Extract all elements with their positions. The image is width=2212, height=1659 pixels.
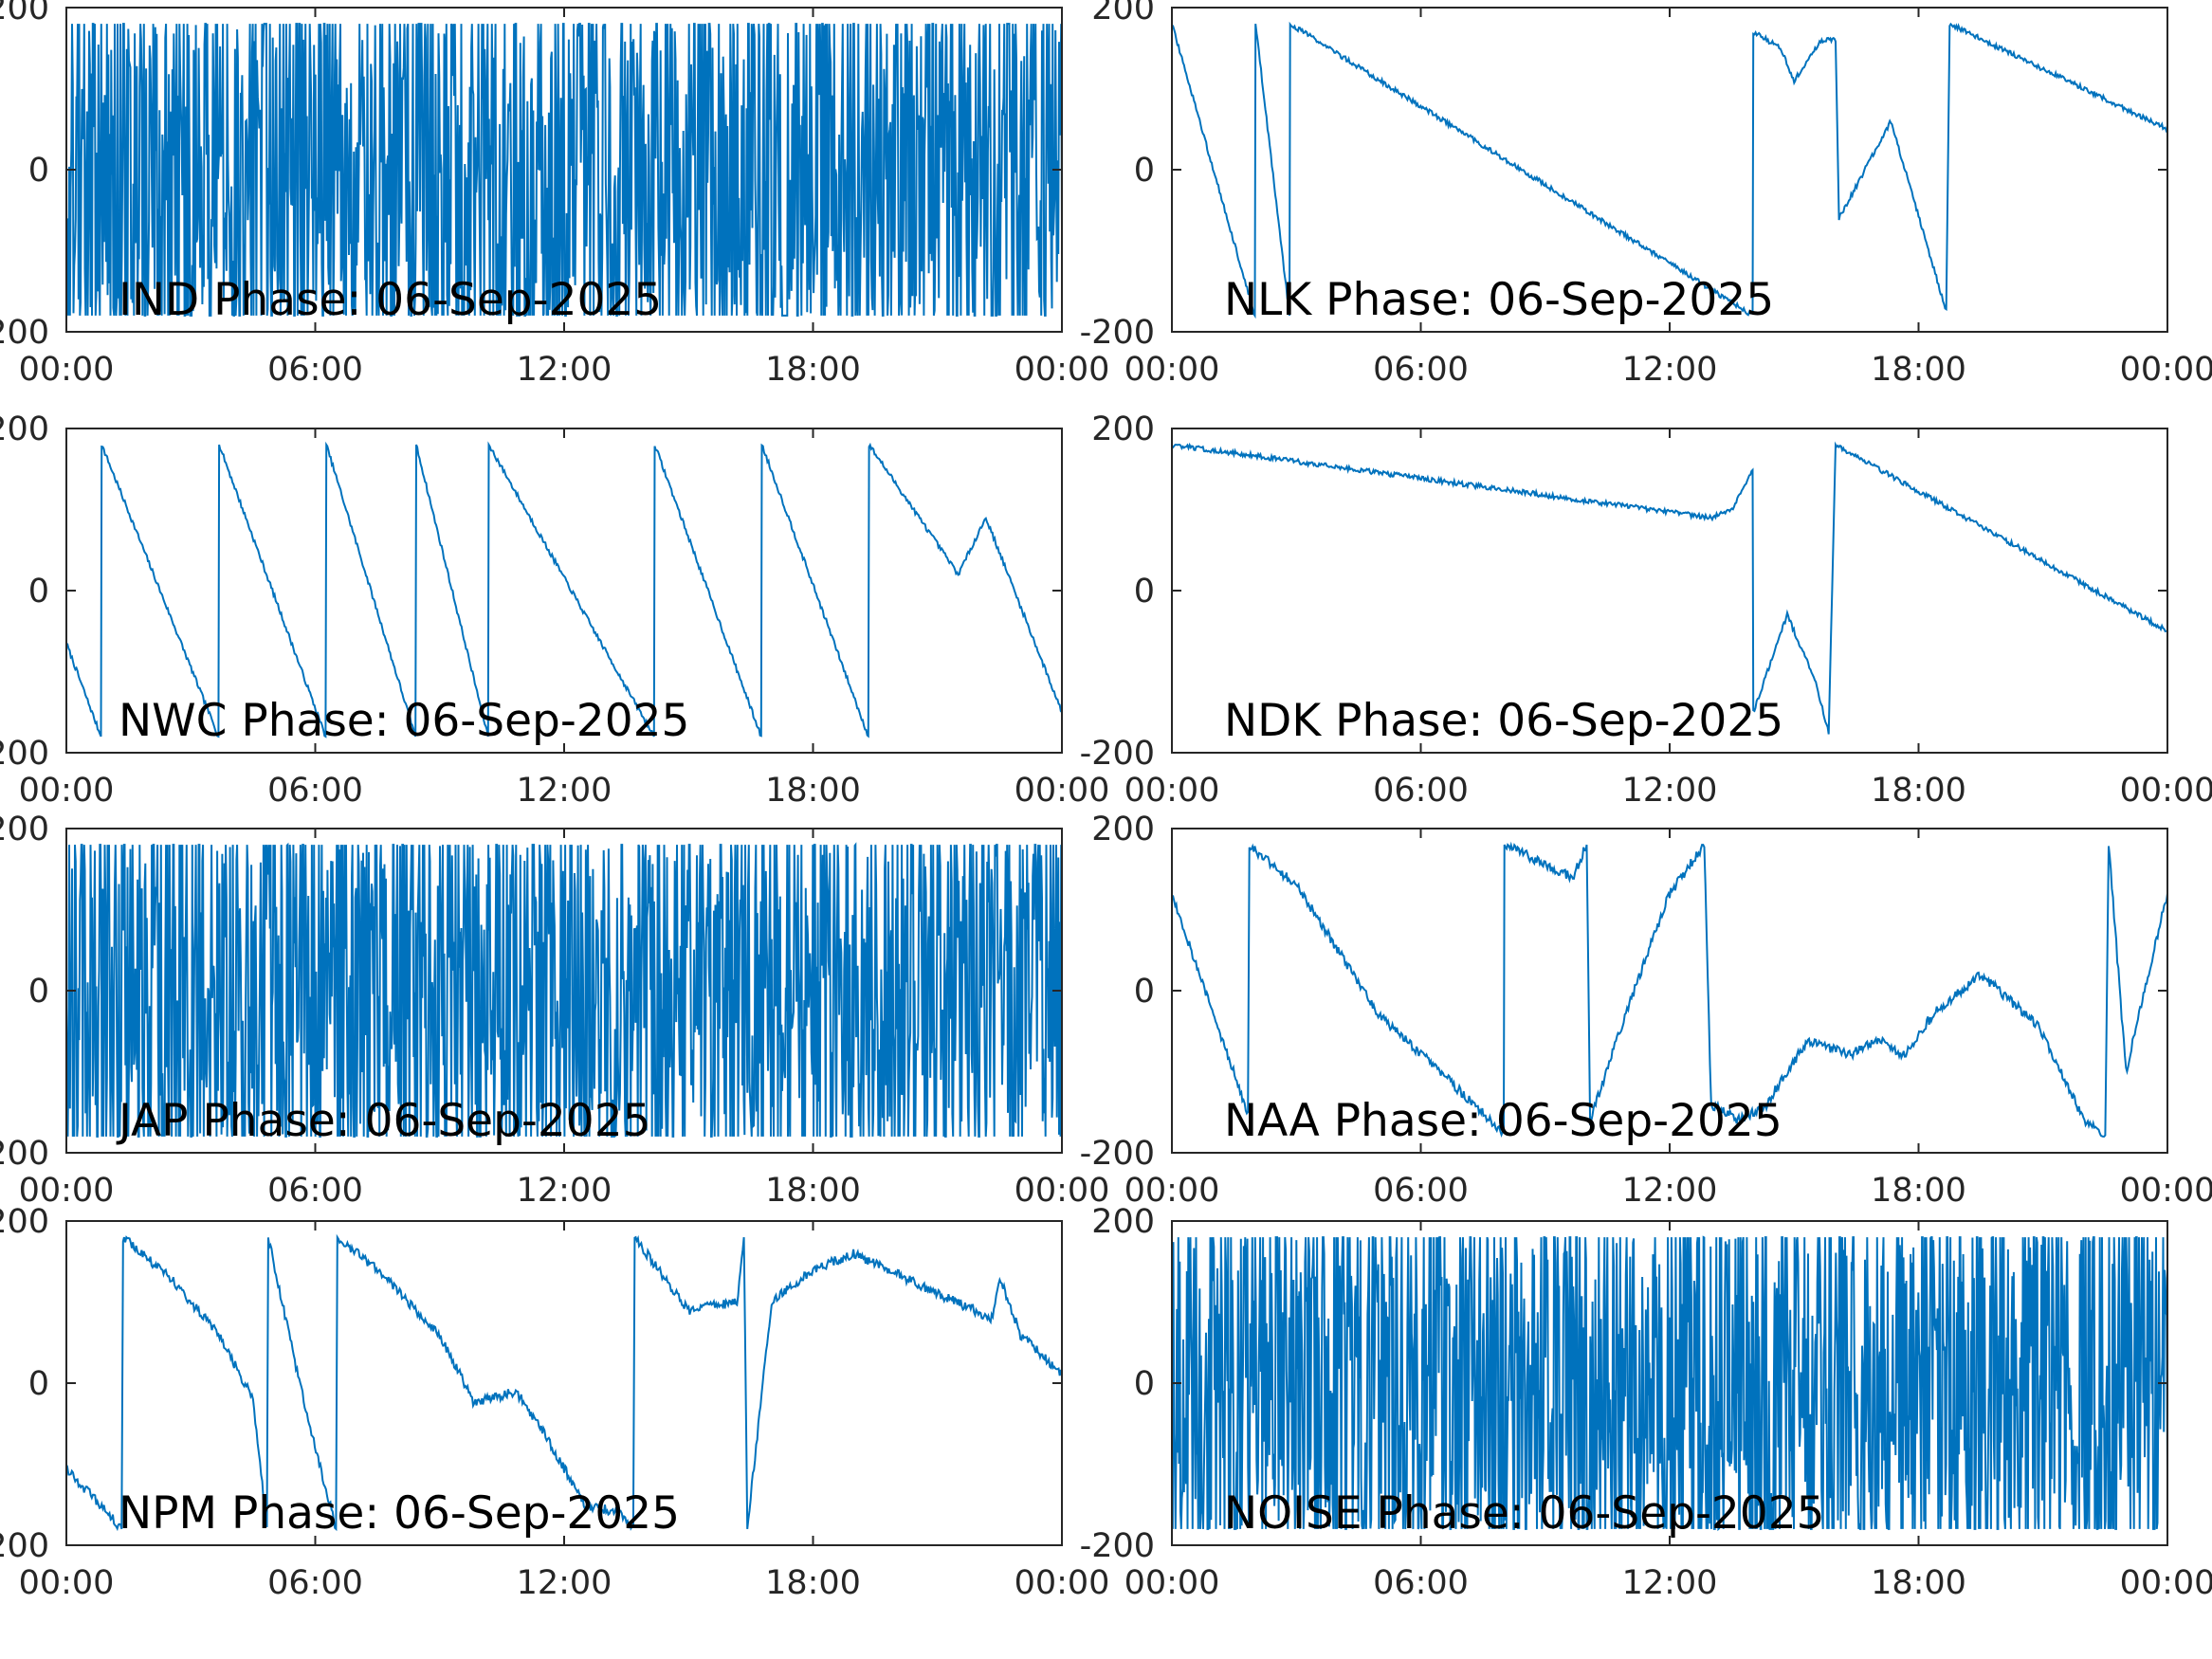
series-line-ind [66,23,1062,317]
x-tick-label: 12:00 [517,1172,612,1210]
subplot-title: NPM Phase: 06-Sep-2025 [119,1487,680,1540]
y-tick-label: -200 [0,1135,49,1173]
x-tick-label: 00:00 [2120,772,2212,810]
series-line-ndk [1172,441,2167,735]
y-tick-label: 0 [1134,152,1155,190]
y-tick-label: 200 [1091,811,1155,848]
x-tick-label: 00:00 [1015,351,1110,389]
y-tick-label: -200 [0,314,49,352]
x-tick-label: 06:00 [1373,1172,1469,1210]
y-tick-label: 200 [1091,0,1155,27]
series-line-jap [66,842,1062,1138]
series-line-naa [1172,841,2167,1138]
x-tick-label: 00:00 [1124,351,1220,389]
y-tick-label: -200 [1080,1135,1155,1173]
x-tick-label: 18:00 [765,772,861,810]
subplot-title: NWC Phase: 06-Sep-2025 [119,695,689,747]
x-tick-label: 00:00 [2120,351,2212,389]
x-tick-label: 18:00 [765,1172,861,1210]
x-tick-label: 12:00 [517,351,612,389]
y-tick-label: 200 [0,410,49,448]
x-tick-label: 06:00 [1373,772,1469,810]
y-tick-label: 0 [28,973,49,1011]
y-tick-label: -200 [1080,314,1155,352]
series-line-nwc [66,441,1062,738]
x-tick-label: 00:00 [1124,1564,1220,1602]
x-tick-label: 12:00 [517,1564,612,1602]
y-tick-label: 200 [1091,410,1155,448]
y-tick-label: -200 [1080,735,1155,773]
x-tick-label: 00:00 [19,351,115,389]
x-tick-label: 00:00 [19,1172,115,1210]
y-tick-label: -200 [1080,1527,1155,1565]
y-tick-label: 0 [28,152,49,190]
y-tick-label: 0 [28,573,49,611]
x-tick-label: 00:00 [1124,772,1220,810]
y-tick-label: 200 [0,0,49,27]
y-tick-label: 0 [1134,1365,1155,1403]
x-tick-label: 18:00 [1871,351,1966,389]
x-tick-label: 18:00 [765,1564,861,1602]
x-tick-label: 00:00 [19,772,115,810]
x-tick-label: 12:00 [1622,351,1718,389]
subplot-title: IND Phase: 06-Sep-2025 [119,274,662,326]
subplot-title: NDK Phase: 06-Sep-2025 [1224,695,1783,747]
subplot-title: NLK Phase: 06-Sep-2025 [1224,274,1774,326]
x-tick-label: 00:00 [1015,1172,1110,1210]
x-tick-label: 06:00 [267,1564,363,1602]
x-tick-label: 06:00 [1373,1564,1469,1602]
x-tick-label: 00:00 [19,1564,115,1602]
x-tick-label: 00:00 [1015,772,1110,810]
x-tick-label: 06:00 [1373,351,1469,389]
x-tick-label: 18:00 [1871,1564,1966,1602]
y-tick-label: 0 [1134,573,1155,611]
subplot-title: JAP Phase: 06-Sep-2025 [116,1095,651,1147]
y-tick-label: 200 [0,811,49,848]
x-tick-label: 00:00 [2120,1172,2212,1210]
x-tick-label: 12:00 [1622,772,1718,810]
x-tick-label: 06:00 [267,1172,363,1210]
y-tick-label: 200 [1091,1203,1155,1241]
x-tick-label: 06:00 [267,772,363,810]
subplot-title: NOISE Phase: 06-Sep-2025 [1224,1487,1825,1540]
y-tick-label: 0 [28,1365,49,1403]
x-tick-label: 18:00 [1871,1172,1966,1210]
x-tick-label: 12:00 [1622,1172,1718,1210]
x-tick-label: 00:00 [1124,1172,1220,1210]
x-tick-label: 00:00 [2120,1564,2212,1602]
x-tick-label: 12:00 [1622,1564,1718,1602]
series-line-noise [1172,1235,2167,1532]
y-tick-label: -200 [0,735,49,773]
series-line-nlk [1172,21,2167,319]
subplot-title: NAA Phase: 06-Sep-2025 [1224,1095,1782,1147]
y-tick-label: -200 [0,1527,49,1565]
x-tick-label: 06:00 [267,351,363,389]
y-tick-label: 200 [0,1203,49,1241]
y-tick-label: 0 [1134,973,1155,1011]
x-tick-label: 00:00 [1015,1564,1110,1602]
x-tick-label: 12:00 [517,772,612,810]
x-tick-label: 18:00 [765,351,861,389]
series-line-npm [66,1233,1062,1532]
x-tick-label: 18:00 [1871,772,1966,810]
